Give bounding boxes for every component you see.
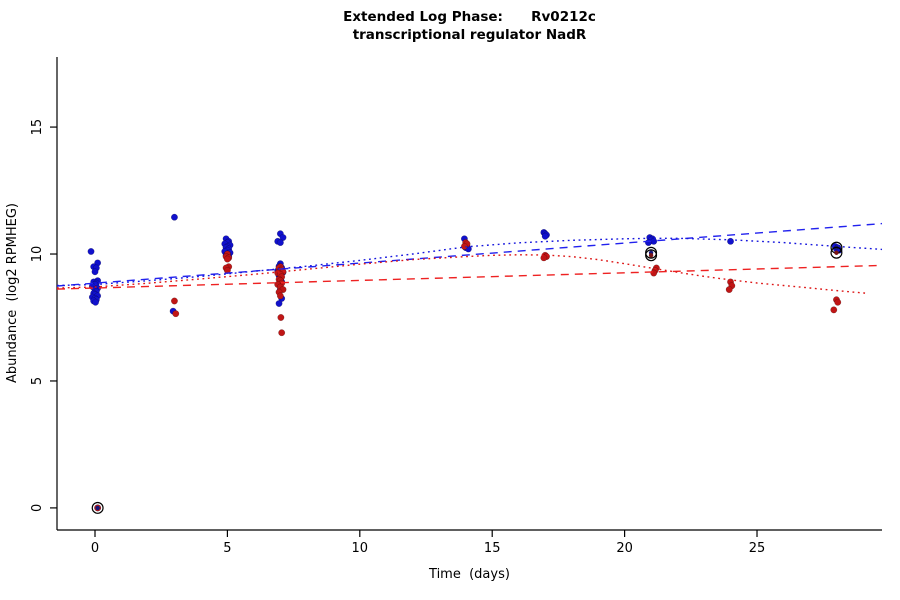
blue-point xyxy=(275,300,283,307)
flagged-point-dot xyxy=(95,505,100,511)
blue-point xyxy=(87,248,95,255)
y-tick-label: 15 xyxy=(30,119,45,136)
red-point xyxy=(170,297,178,305)
blue-linear-fit xyxy=(56,222,883,287)
flagged-point-dot xyxy=(834,250,839,255)
blue-point xyxy=(727,237,734,245)
red-point xyxy=(223,255,231,263)
red-point xyxy=(834,298,842,306)
plot-generated-content: 0 5 10 15 20 25 0 5 10 15 xyxy=(30,57,883,556)
red-point xyxy=(276,292,284,300)
red-point xyxy=(725,286,733,294)
flagged-point-circle xyxy=(91,501,104,514)
blue-point xyxy=(279,234,287,241)
red-point xyxy=(650,269,658,277)
red-point xyxy=(278,329,286,337)
y-tick-label: 0 xyxy=(30,504,45,512)
y-tick-label: 5 xyxy=(30,377,45,385)
y-tick-label: 10 xyxy=(30,246,45,263)
blue-smooth-fit xyxy=(56,237,883,287)
red-point xyxy=(460,242,468,250)
x-tick-label: 5 xyxy=(223,541,231,556)
flagged-point-circle xyxy=(645,249,658,262)
flagged-point-circle xyxy=(830,246,843,259)
red-point xyxy=(830,306,838,314)
red-smooth-fit xyxy=(56,254,869,295)
x-axis-label: Time (days) xyxy=(429,567,510,582)
x-tick-label: 10 xyxy=(352,541,369,556)
red-linear-fit xyxy=(56,264,883,290)
plot-title-line2: transcriptional regulator NadR xyxy=(352,27,587,43)
x-tick-label: 20 xyxy=(616,541,633,556)
blue-point xyxy=(92,298,99,306)
red-point xyxy=(172,310,180,318)
red-point xyxy=(277,314,285,321)
blue-point xyxy=(276,239,284,247)
x-tick-label: 25 xyxy=(749,541,766,556)
red-point xyxy=(540,254,548,262)
blue-point xyxy=(170,213,178,221)
flagged-point-dot xyxy=(648,253,654,258)
y-axis-label: Abundance (log2 RPMHEG) xyxy=(5,203,20,383)
blue-point xyxy=(644,239,652,247)
x-tick-label: 15 xyxy=(484,541,501,556)
x-tick-label: 0 xyxy=(91,541,99,556)
blue-point xyxy=(541,232,549,240)
plot-title-line1: Extended Log Phase: Rv0212c xyxy=(343,9,596,25)
blue-point xyxy=(91,268,99,276)
